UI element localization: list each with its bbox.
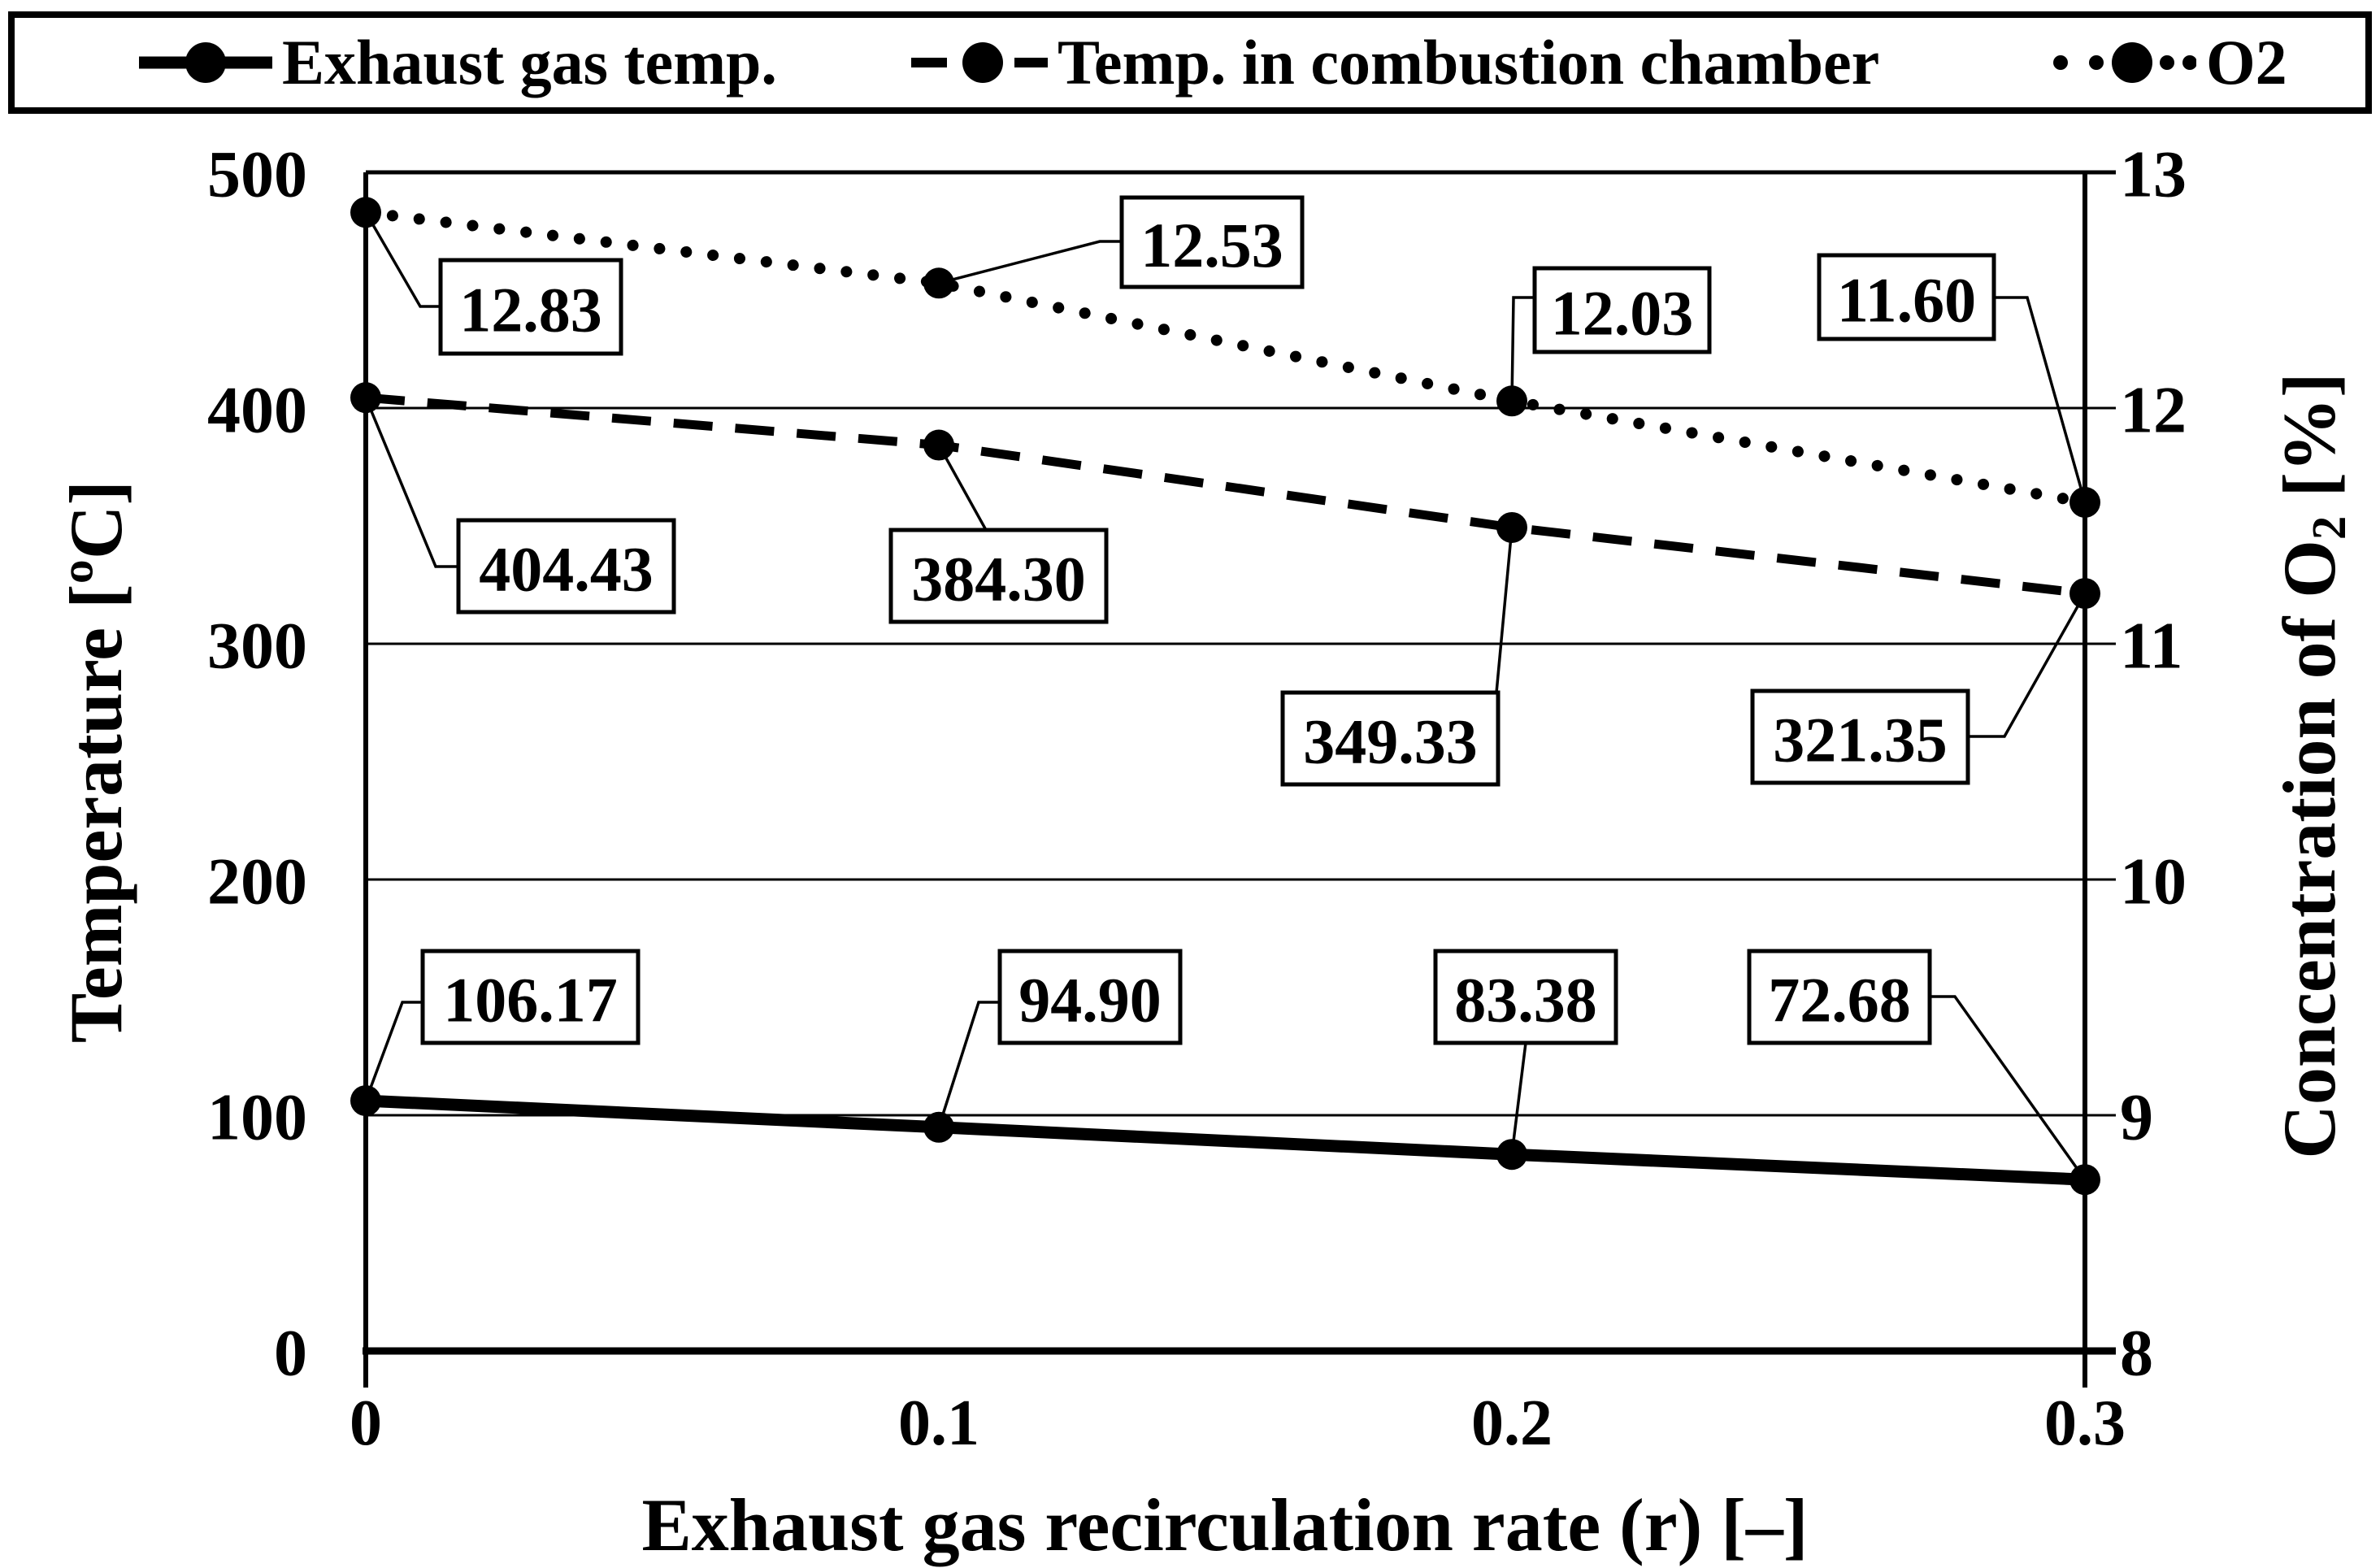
data-label-leader xyxy=(1994,296,2087,503)
legend-label: O2 xyxy=(2206,27,2287,98)
legend-label: Exhaust gas temp. xyxy=(282,27,777,98)
legend-item-exhaust-gas-temp: Exhaust gas temp. xyxy=(139,18,777,107)
data-label-box xyxy=(1280,690,1501,787)
data-label-box xyxy=(1433,949,1618,1045)
dashed-line-dot-icon xyxy=(911,42,1048,83)
data-label-text: 11.60 xyxy=(1837,265,1976,336)
right-axis-tick-label: 10 xyxy=(2120,845,2187,919)
series-line-solid xyxy=(365,1094,2086,1186)
data-label-text: 72.68 xyxy=(1768,965,1911,1036)
data-label-text: 106.17 xyxy=(443,965,618,1036)
x-axis-tick-label: 0 xyxy=(350,1388,382,1459)
left-axis-tick-label: 100 xyxy=(207,1080,307,1154)
data-label-box xyxy=(420,949,641,1045)
right-axis-title-unit: [%] xyxy=(2268,372,2352,516)
x-axis-tick-label: 0.1 xyxy=(898,1388,979,1459)
right-axis-title: Concentration of O2 [%] xyxy=(2266,372,2357,1158)
data-label-text: 384.30 xyxy=(911,544,1086,615)
data-label-box xyxy=(1747,949,1932,1045)
data-label-leader xyxy=(364,397,458,568)
data-label-text: 83.38 xyxy=(1454,965,1597,1036)
data-label-text: 94.90 xyxy=(1018,965,1162,1036)
data-label-text: 12.03 xyxy=(1551,278,1694,349)
right-axis-tick-label: 9 xyxy=(2120,1080,2153,1154)
right-axis-tick-label: 13 xyxy=(2120,137,2187,211)
right-axis-title-text: Concentration of O xyxy=(2268,540,2352,1159)
right-axis-tick-label: 8 xyxy=(2120,1316,2153,1390)
right-axis-tick-label: 11 xyxy=(2120,609,2182,683)
data-label-box xyxy=(1532,266,1712,354)
data-label-leader xyxy=(1510,1042,1527,1155)
dotted-line-dot-icon xyxy=(2053,42,2196,83)
data-label-text: 12.53 xyxy=(1140,210,1283,280)
data-label-leader xyxy=(1495,527,1514,693)
data-label-box xyxy=(438,258,623,356)
data-label-box xyxy=(456,518,676,615)
data-label-text: 12.83 xyxy=(459,275,602,345)
data-label-box xyxy=(1750,688,1970,785)
data-label-leader xyxy=(364,211,441,308)
left-axis-tick-label: 0 xyxy=(274,1316,307,1390)
legend-label: Temp. in combustion chamber xyxy=(1058,27,1880,98)
left-axis-tick-label: 300 xyxy=(207,609,307,683)
data-label-box xyxy=(1817,253,1996,341)
series-line-dotted xyxy=(360,206,2091,508)
data-label-leader xyxy=(364,1001,423,1101)
data-label-box xyxy=(997,949,1183,1045)
x-axis-tick-label: 0.3 xyxy=(2044,1388,2126,1459)
data-label-leader xyxy=(937,444,988,531)
data-label-text: 404.43 xyxy=(479,534,654,605)
data-label-leader xyxy=(1968,593,2087,738)
legend-item-o2: O2 xyxy=(2053,18,2287,107)
left-axis-tick-label: 200 xyxy=(207,845,307,919)
x-axis-title: Exhaust gas recirculation rate (r) [–] xyxy=(641,1483,1809,1566)
data-label-leader xyxy=(1930,995,2087,1181)
legend: Exhaust gas temp. Temp. in combustion ch… xyxy=(8,11,2372,114)
data-label-box xyxy=(888,528,1109,624)
right-axis-tick-label: 12 xyxy=(2120,373,2187,447)
x-axis-tick-label: 0.2 xyxy=(1471,1388,1553,1459)
data-label-leader xyxy=(938,240,1122,284)
left-axis-tick-label: 500 xyxy=(207,137,307,211)
data-label-box xyxy=(1119,195,1305,289)
right-axis-title-subscript: 2 xyxy=(2302,515,2356,541)
solid-line-dot-icon xyxy=(139,42,272,83)
legend-item-combustion-chamber-temp: Temp. in combustion chamber xyxy=(911,18,1879,107)
series-line-dashed xyxy=(365,393,2086,598)
data-label-leader xyxy=(1510,296,1535,402)
left-axis-tick-label: 400 xyxy=(207,373,307,447)
left-axis-title: Temperature [ºC] xyxy=(54,480,137,1044)
data-label-text: 321.35 xyxy=(1773,705,1948,775)
data-label-leader xyxy=(937,1001,1000,1128)
data-label-text: 349.33 xyxy=(1303,706,1478,777)
